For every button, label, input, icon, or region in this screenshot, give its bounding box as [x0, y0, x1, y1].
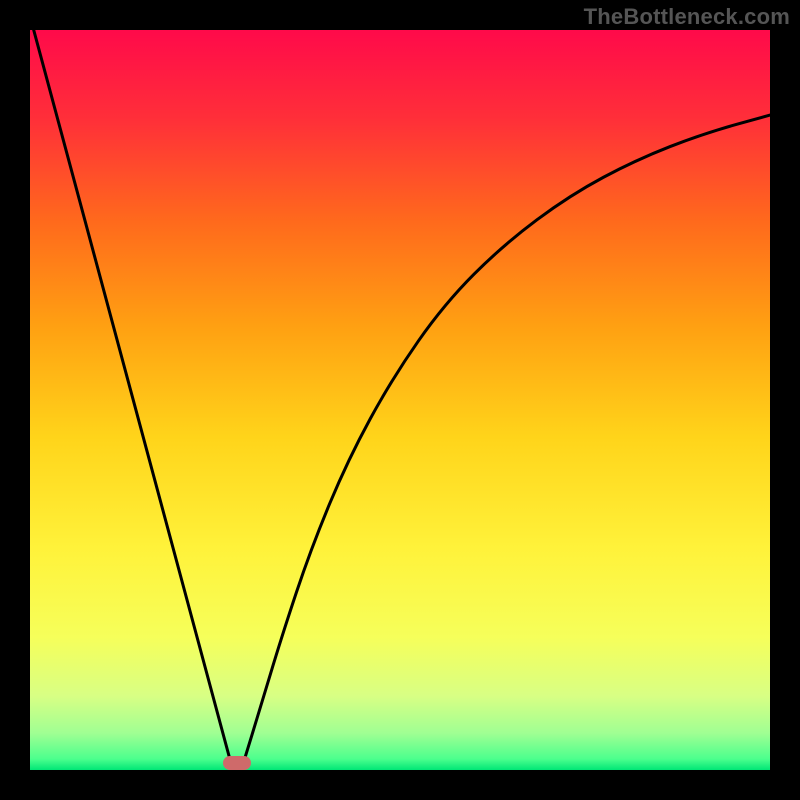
- chart-frame: TheBottleneck.com: [0, 0, 800, 800]
- watermark-text: TheBottleneck.com: [584, 4, 790, 30]
- trough-marker: [223, 756, 251, 770]
- gradient-background: [30, 30, 770, 770]
- plot-svg: [30, 30, 770, 770]
